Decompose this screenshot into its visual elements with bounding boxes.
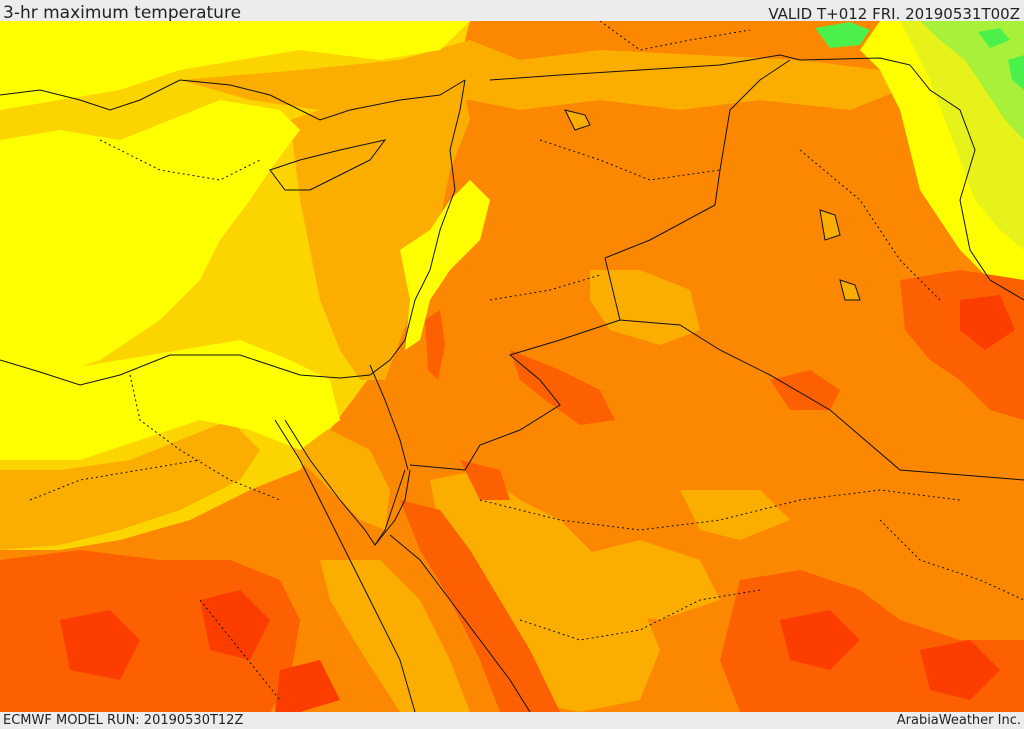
yellow-cyprus-area [0,100,300,380]
light-orange-band-east-med [290,70,470,380]
dark-orange-red-sea-coast [400,500,560,712]
lake-razazah [839,279,861,301]
green-patch-3 [1008,55,1024,90]
map-title: 3-hr maximum temperature [3,3,242,23]
province-borders-8 [99,139,261,181]
light-orange-saudi-patch [680,490,790,540]
lake-tharthar [819,209,841,241]
red-saudi-1 [780,610,860,670]
gulf-of-suez-west [274,419,416,712]
red-iraq [960,295,1015,350]
gulf-of-suez-east [284,419,411,546]
province-borders-1 [129,374,281,501]
dark-orange-iraq-2 [770,370,840,410]
dark-orange-saudi-patch [460,460,510,500]
yellow-levant-strip [400,180,490,350]
cyprus-outline [269,139,387,191]
light-orange-saudi-east [560,540,720,620]
lake-assad [564,109,591,131]
province-borders-6 [519,589,761,641]
province-borders-2 [29,459,201,501]
iraq-saudi-border [619,319,1024,481]
red-saudi-2 [920,640,1000,700]
iran-iraq-border [909,64,1024,301]
red-sudan-2 [200,590,270,660]
light-orange-egypt-south [0,420,260,550]
egypt-israel-border [369,364,409,471]
syria-iraq-border [604,59,791,259]
red-sudan-1 [60,610,140,680]
jordan-border [409,257,621,471]
light-orange-jordan [590,270,700,345]
header-bar: 3-hr maximum temperature VALID T+012 FRI… [0,0,1024,23]
turkey-south-coastline [0,79,466,121]
province-borders-5 [479,489,961,531]
dark-orange-dead-sea [425,310,445,380]
gulf-of-aqaba [374,469,406,546]
yellow-northwest [0,21,470,110]
temperature-map[interactable] [0,21,1024,712]
light-orange-sinai [280,420,390,530]
light-green-northeast [920,21,1024,140]
turkey-syria-border [489,54,911,81]
credit-label: ArabiaWeather Inc. [896,713,1021,728]
dark-orange-jordan-valley [510,350,615,425]
red-sudan-3 [275,660,340,712]
green-patch-1 [815,22,870,48]
valid-time-label: VALID T+012 FRI. 20190531T00Z [768,5,1020,23]
province-borders-9 [599,21,751,51]
province-borders-10 [199,599,281,701]
light-orange-red-sea-band [320,560,470,712]
light-orange-turkey [180,40,900,110]
red-sea-east-coast [389,534,531,712]
province-borders-3 [539,139,721,181]
light-orange-arabia-west [430,470,660,712]
model-run-label: ECMWF MODEL RUN: 20190530T12Z [3,713,244,728]
yellow-egypt-coast [0,340,340,460]
levant-coastline [0,79,466,386]
footer-bar: ECMWF MODEL RUN: 20190530T12Z ArabiaWeat… [0,712,1024,729]
province-borders-4 [489,274,601,301]
green-patch-2 [978,28,1010,48]
dark-orange-sudan [0,550,300,712]
